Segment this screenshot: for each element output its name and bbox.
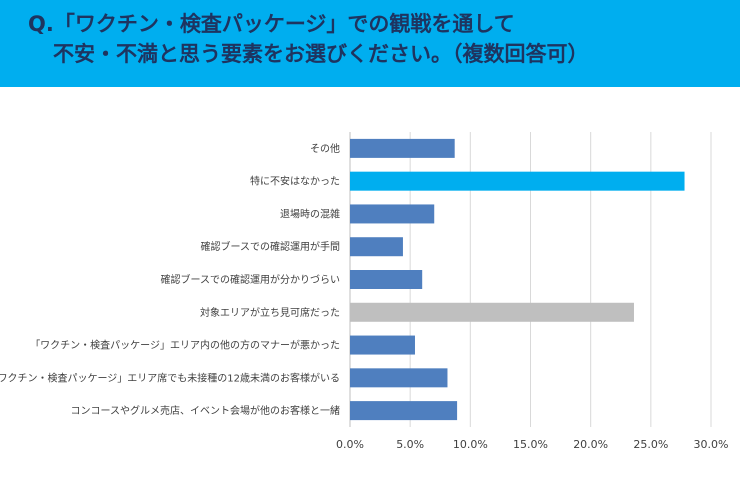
- question-title-line2: 不安・不満と思う要素をお選びください。（複数回答可）: [53, 42, 589, 66]
- bar: [350, 270, 423, 289]
- question-title: Q.「ワクチン・検査パッケージ」での観戦を通して 不安・不満と思う要素をお選びく…: [28, 9, 589, 69]
- category-label: 確認ブースでの確認運用が手間: [201, 240, 341, 253]
- category-label: 「ワクチン・検査パッケージ」エリア席でも未接種の12歳未満のお客様がいる: [0, 371, 340, 384]
- x-tick-label: 15.0%: [513, 438, 548, 451]
- category-label: 対象エリアが立ち見可席だった: [200, 306, 340, 319]
- bar: [350, 335, 415, 355]
- bar: [350, 401, 458, 421]
- bar: [350, 138, 455, 158]
- category-label: 「ワクチン・検査パッケージ」エリア内の他の方のマナーが悪かった: [30, 339, 340, 352]
- bar: [350, 302, 634, 322]
- x-tick-label: 25.0%: [633, 438, 668, 451]
- x-tick-label: 0.0%: [336, 438, 364, 451]
- category-label: 退場時の混雑: [280, 207, 340, 220]
- bar: [350, 204, 435, 224]
- category-label: コンコースやグルメ売店、イベント会場が他のお客様と一緒: [71, 404, 341, 417]
- bar: [350, 171, 685, 191]
- x-tick-label: 10.0%: [453, 438, 488, 451]
- bar: [350, 368, 448, 388]
- x-tick-label: 5.0%: [396, 438, 424, 451]
- category-label: 確認ブースでの確認運用が分かりづらい: [161, 273, 341, 286]
- question-header: Q.「ワクチン・検査パッケージ」での観戦を通して 不安・不満と思う要素をお選びく…: [0, 0, 740, 87]
- bar: [350, 237, 403, 257]
- question-title-line1: Q.「ワクチン・検査パッケージ」での観戦を通して: [28, 12, 515, 36]
- category-label: その他: [310, 142, 340, 155]
- x-tick-label: 30.0%: [694, 438, 729, 451]
- category-label: 特に不安はなかった: [250, 175, 340, 188]
- x-tick-label: 20.0%: [573, 438, 608, 451]
